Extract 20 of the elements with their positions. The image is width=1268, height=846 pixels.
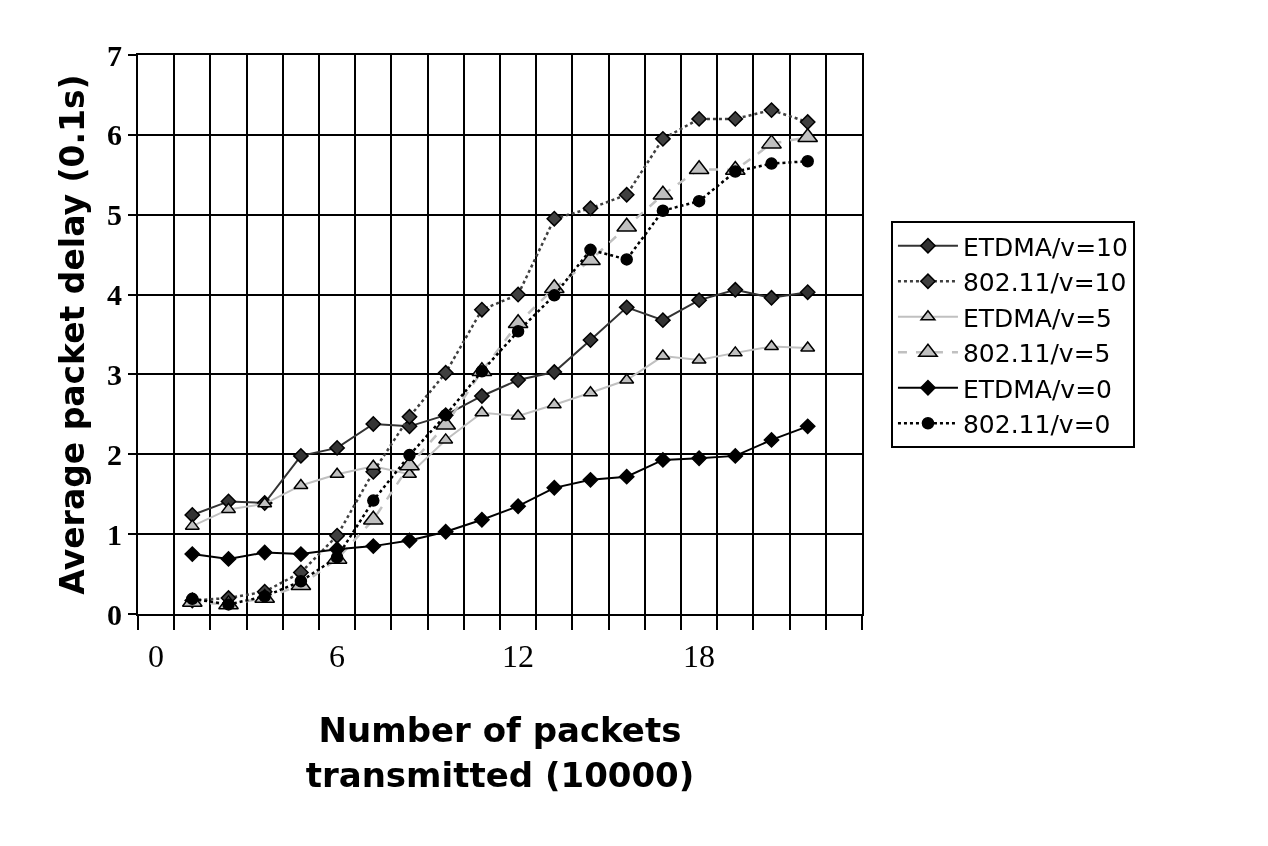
x-tick-label: 12 <box>502 638 535 674</box>
y-axis-title: Average packet delay (0.1s) <box>53 74 93 595</box>
x-axis-title: Number of packets transmitted (10000) <box>305 710 695 795</box>
y-tick-label: 2 <box>107 437 122 471</box>
x-tick-label: 0 <box>148 638 165 674</box>
x-tick-label: 6 <box>329 638 346 674</box>
y-tick-label: 1 <box>107 517 122 551</box>
legend-label: 802.11/v=5 <box>962 339 1111 368</box>
legend-label: ETDMA/v=0 <box>962 374 1113 404</box>
legend-label: 802.11/v=0 <box>962 410 1111 439</box>
x-tick-label: 18 <box>683 638 716 674</box>
y-tick-label: 3 <box>107 357 122 391</box>
y-tick-label: 7 <box>107 38 122 72</box>
legend-label: ETDMA/v=10 <box>962 232 1128 262</box>
legend-label: ETDMA/v=5 <box>962 303 1113 333</box>
y-tick-label: 6 <box>107 118 122 152</box>
y-tick-label: 5 <box>107 198 122 232</box>
y-tick-label: 0 <box>107 597 122 631</box>
legend-label: 802.11/v=10 <box>962 268 1127 297</box>
y-tick-label: 4 <box>107 278 122 312</box>
